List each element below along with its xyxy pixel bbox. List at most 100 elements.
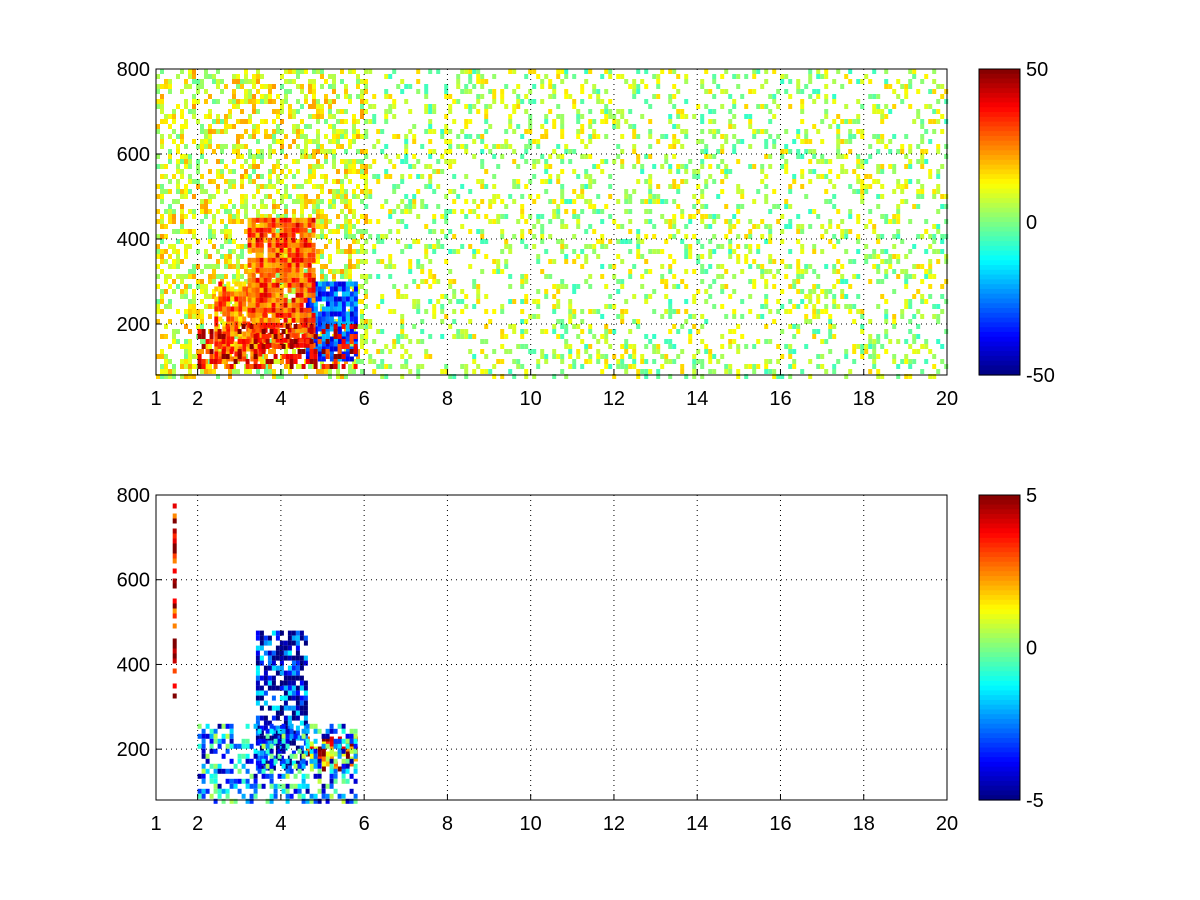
heatmap-cell — [516, 94, 521, 99]
heatmap-cell — [600, 234, 605, 239]
heatmap-cell — [796, 274, 801, 279]
heatmap-cell — [271, 267, 276, 273]
heatmap-cell — [460, 224, 465, 229]
heatmap-cell — [263, 222, 268, 228]
heatmap-cell — [836, 359, 841, 364]
heatmap-cell — [864, 224, 869, 229]
heatmap-cell — [920, 119, 925, 124]
heatmap-cell — [648, 219, 653, 224]
heatmap-cell — [828, 289, 833, 294]
heatmap-cell — [164, 334, 168, 339]
heatmap-cell — [680, 214, 685, 219]
heatmap-cell — [325, 349, 330, 354]
heatmap-cell — [612, 274, 617, 279]
heatmap-cell — [337, 316, 342, 322]
heatmap-cell — [184, 184, 188, 189]
heatmap-cell — [337, 326, 342, 332]
heatmap-cell — [588, 354, 593, 359]
heatmap-cell — [728, 94, 733, 99]
heatmap-cell — [688, 314, 693, 319]
heatmap-cell — [556, 214, 561, 219]
heatmap-cell — [548, 199, 553, 204]
heatmap-cell — [289, 364, 294, 369]
heatmap-cell — [564, 344, 569, 349]
heatmap-cell — [780, 79, 785, 84]
heatmap-cell — [260, 154, 264, 159]
heatmap-cell — [267, 292, 272, 298]
heatmap-cell — [480, 234, 485, 239]
heatmap-cell — [296, 129, 300, 134]
heatmap-cell — [348, 234, 352, 239]
heatmap-cell — [592, 249, 597, 254]
heatmap-cell — [800, 229, 805, 234]
heatmap-cell — [295, 247, 300, 253]
heatmap-cell — [720, 179, 725, 184]
heatmap-cell — [263, 715, 268, 721]
heatmap-cell — [824, 199, 829, 204]
heatmap-cell — [180, 344, 184, 349]
heatmap-cell — [345, 316, 350, 322]
heatmap-cell — [263, 720, 268, 726]
heatmap-cell — [468, 319, 473, 324]
heatmap-cell — [852, 274, 857, 279]
heatmap-cell — [259, 755, 264, 761]
heatmap-cell — [572, 234, 577, 239]
heatmap-cell — [492, 74, 497, 79]
heatmap-cell — [337, 354, 342, 359]
heatmap-cell — [332, 124, 336, 129]
heatmap-cell — [424, 204, 429, 209]
heatmap-cell — [880, 344, 885, 349]
heatmap-cell — [321, 356, 326, 362]
heatmap-cell — [840, 119, 845, 124]
heatmap-cell — [860, 179, 865, 184]
heatmap-cell — [180, 69, 184, 74]
heatmap-cell — [208, 369, 212, 374]
heatmap-cell — [504, 144, 509, 149]
heatmap-cell — [263, 267, 268, 273]
heatmap-cell — [920, 134, 925, 139]
heatmap-cell — [508, 284, 513, 289]
heatmap-cell — [916, 109, 921, 114]
heatmap-cell — [168, 344, 172, 349]
heatmap-cell — [648, 199, 653, 204]
heatmap-cell — [216, 159, 220, 164]
heatmap-cell — [600, 74, 605, 79]
heatmap-cell — [712, 304, 717, 309]
heatmap-cell — [259, 292, 264, 298]
heatmap-cell — [912, 244, 917, 249]
heatmap-cell — [468, 189, 473, 194]
heatmap-cell — [408, 164, 413, 169]
colorbar-segment — [979, 112, 1020, 118]
heatmap-cell — [560, 79, 565, 84]
heatmap-cell — [184, 84, 188, 89]
heatmap-cell — [436, 69, 441, 74]
heatmap-cell — [400, 209, 405, 214]
heatmap-cell — [255, 760, 260, 766]
heatmap-cell — [804, 134, 809, 139]
heatmap-cell — [259, 715, 264, 721]
heatmap-cell — [275, 257, 280, 263]
heatmap-cell — [321, 746, 326, 752]
heatmap-cell — [329, 291, 334, 297]
heatmap-cell — [528, 114, 533, 119]
heatmap-cell — [512, 359, 517, 364]
x-tick-label: 1 — [150, 388, 161, 410]
heatmap-cell — [608, 99, 613, 104]
heatmap-cell — [808, 319, 813, 324]
heatmap-cell — [624, 209, 629, 214]
heatmap-cell — [321, 349, 326, 354]
heatmap-cell — [788, 224, 793, 229]
heatmap-cell — [460, 299, 465, 304]
heatmap-cell — [828, 324, 833, 329]
heatmap-cell — [236, 254, 240, 259]
heatmap-cell — [524, 319, 529, 324]
heatmap-cell — [292, 199, 296, 204]
heatmap-cell — [384, 114, 389, 119]
heatmap-cell — [233, 359, 238, 364]
heatmap-cell — [271, 262, 276, 268]
heatmap-cell — [247, 307, 252, 313]
heatmap-cell — [304, 179, 308, 184]
heatmap-cell — [896, 209, 901, 214]
heatmap-cell — [217, 344, 222, 349]
heatmap-cell — [216, 189, 220, 194]
